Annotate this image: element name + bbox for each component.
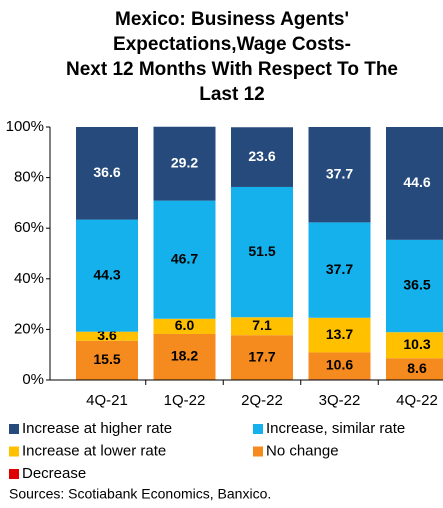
data-label: 8.6 (407, 360, 427, 376)
data-label: 46.7 (171, 250, 198, 266)
y-tick-label: 100% (6, 118, 44, 135)
y-tick-label: 20% (14, 320, 44, 337)
data-label: 6.0 (175, 317, 195, 333)
bar-segment (153, 333, 216, 380)
data-label: 10.3 (403, 336, 430, 352)
legend-swatch (9, 469, 19, 479)
legend-swatch (253, 424, 263, 434)
data-label: 37.7 (326, 165, 353, 181)
bar-segment (308, 317, 371, 353)
chart-title: Next 12 Months With Respect To The (66, 59, 398, 80)
x-tick-label: 1Q-22 (164, 392, 206, 409)
source: Sources: Scotiabank Economics, Banxico. (9, 486, 271, 502)
bar-segment (153, 200, 216, 319)
y-tick-label: 40% (14, 270, 44, 287)
chart-title: Last 12 (199, 84, 264, 105)
x-tick-label: 3Q-22 (319, 392, 361, 409)
bar-segment (76, 331, 138, 341)
bar-segment (386, 358, 443, 380)
bar-segment (231, 317, 293, 336)
bar-segment (308, 222, 371, 318)
legend-swatch (9, 424, 19, 434)
bar-segment (76, 219, 138, 332)
bar-segment (231, 127, 293, 187)
legend-label: Increase, similar rate (266, 420, 405, 437)
bar-segment (386, 239, 443, 333)
data-label: 36.5 (403, 277, 430, 293)
data-label: 44.6 (403, 174, 430, 190)
bar-segment (308, 352, 371, 380)
data-label: 18.2 (171, 348, 198, 364)
data-label: 36.6 (93, 164, 120, 180)
bar-segment (76, 340, 138, 380)
bar-segment (231, 186, 293, 318)
legend-label: No change (266, 442, 339, 459)
chart-title: Mexico: Business Agents' (115, 9, 349, 30)
data-label: 15.5 (93, 351, 120, 367)
legend-label: Increase at lower rate (22, 442, 166, 459)
data-label: 7.1 (252, 317, 272, 333)
legend-label: Increase at higher rate (22, 420, 172, 437)
chart-title: Expectations,Wage Costs- (113, 34, 351, 55)
legend-label: Decrease (22, 465, 86, 482)
data-label: 13.7 (326, 326, 353, 342)
legend-swatch (253, 446, 263, 457)
data-label: 29.2 (171, 154, 198, 170)
legend-swatch (9, 446, 19, 457)
data-label: 51.5 (248, 243, 275, 259)
data-label: 10.6 (326, 357, 353, 373)
data-label: 17.7 (248, 348, 275, 364)
bar-segment (231, 335, 293, 380)
bar-segment (153, 318, 216, 334)
data-label: 23.6 (248, 148, 275, 164)
bar-segment (308, 127, 371, 223)
bar-segment (153, 126, 216, 201)
bar-segment (386, 332, 443, 359)
data-label: 37.7 (326, 261, 353, 277)
x-tick-label: 4Q-22 (396, 392, 438, 409)
y-tick-label: 60% (14, 219, 44, 236)
x-tick-label: 2Q-22 (241, 392, 283, 409)
bar-segment (76, 127, 138, 220)
data-label: 44.3 (93, 266, 120, 282)
x-tick-label: 4Q-21 (86, 392, 128, 409)
bar-segment (386, 127, 443, 240)
y-tick-label: 0% (22, 371, 44, 388)
y-tick-label: 80% (14, 169, 44, 186)
